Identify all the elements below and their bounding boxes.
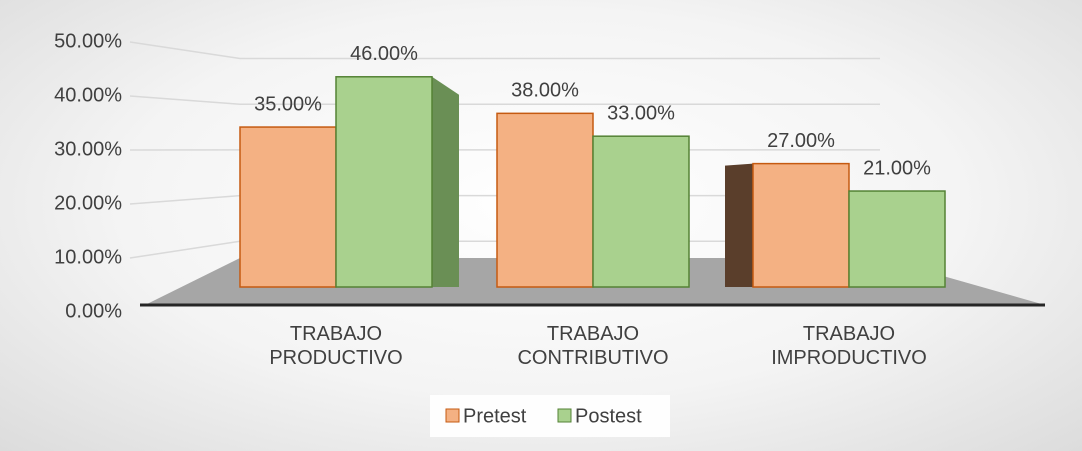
bar-side (432, 76, 459, 287)
x-tick-label: TRABAJO PRODUCTIVO (269, 323, 403, 369)
y-tick-label: 50.00% (54, 30, 122, 52)
y-tick-label: 30.00% (54, 138, 122, 160)
bar-side (725, 163, 753, 287)
grid-line (129, 95, 880, 105)
data-label: 46.00% (350, 43, 418, 65)
bar (335, 76, 433, 288)
legend-swatch (445, 408, 460, 423)
y-tick-label: 40.00% (54, 84, 122, 106)
legend-label: Postest (575, 405, 642, 427)
data-label: 35.00% (254, 93, 322, 115)
grid-line (129, 41, 880, 60)
y-tick-label: 10.00% (54, 246, 122, 268)
bar (496, 112, 594, 288)
bar (239, 126, 337, 288)
x-tick-label: TRABAJO IMPRODUCTIVO (771, 323, 927, 369)
bar (592, 135, 690, 288)
bar (848, 190, 946, 288)
data-label: 27.00% (767, 130, 835, 152)
x-tick-label: TRABAJO CONTRIBUTIVO (517, 323, 669, 369)
bar (752, 162, 850, 288)
y-tick-label: 0.00% (65, 300, 122, 322)
data-label: 33.00% (607, 102, 675, 124)
legend-swatch (557, 408, 572, 423)
legend-box (430, 395, 670, 437)
data-label: 21.00% (863, 157, 931, 179)
legend-label: Pretest (463, 405, 527, 427)
y-tick-label: 20.00% (54, 192, 122, 214)
data-label: 38.00% (511, 80, 579, 102)
